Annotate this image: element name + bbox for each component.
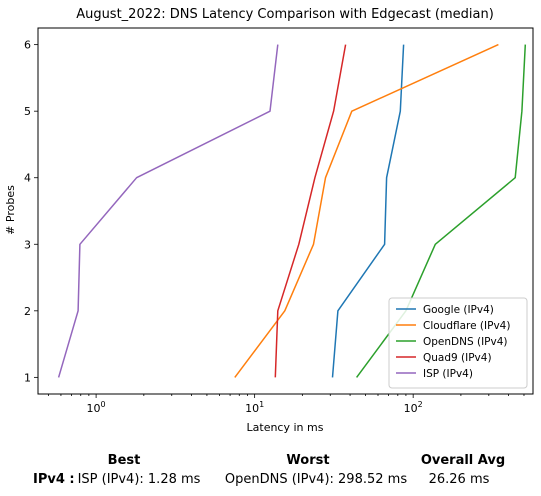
legend-label-2: OpenDNS (IPv4) <box>423 336 508 348</box>
x-axis-label: Latency in ms <box>247 421 324 434</box>
y-tick-label: 6 <box>24 39 31 52</box>
series-line-3 <box>274 44 347 378</box>
y-tick-label: 5 <box>24 105 31 118</box>
summary-header-worst: Worst <box>286 453 330 468</box>
plot-area: 100 101 102 1 2 3 4 5 6 Google (IPv4) Cloudflare (… <box>24 27 534 415</box>
summary-avg-value: 26.26 ms <box>428 472 490 487</box>
legend-label-0: Google (IPv4) <box>423 304 494 316</box>
summary-worst-value: OpenDNS (IPv4): 298.52 ms <box>224 472 408 487</box>
y-axis-label: # Probes <box>4 185 17 235</box>
legend-label-3: Quad9 (IPv4) <box>423 352 492 364</box>
x-tick-label: 101 <box>245 400 264 415</box>
series-line-0 <box>331 44 405 378</box>
x-tick-label: 100 <box>87 400 106 415</box>
chart-title: August_2022: DNS Latency Comparison with… <box>76 7 494 22</box>
y-tick-label: 2 <box>24 305 31 318</box>
plot-frame <box>37 27 534 395</box>
y-tick-label: 4 <box>24 172 31 185</box>
x-tick-label: 102 <box>404 400 423 415</box>
latency-chart: August_2022: DNS Latency Comparison with… <box>4 7 534 434</box>
summary-header-avg: Overall Avg <box>420 453 506 468</box>
summary-row-label: IPv4 : <box>33 472 75 487</box>
series-line-4 <box>57 44 279 378</box>
summary-header-best: Best <box>107 453 141 468</box>
legend-label-4: ISP (IPv4) <box>423 368 473 380</box>
y-tick-label: 1 <box>24 371 31 384</box>
y-tick-label: 3 <box>24 238 31 251</box>
legend-label-1: Cloudflare (IPv4) <box>423 320 510 332</box>
series-line-1 <box>234 43 499 378</box>
summary-best-value: ISP (IPv4): 1.28 ms <box>77 472 201 487</box>
legend-box <box>388 297 528 389</box>
